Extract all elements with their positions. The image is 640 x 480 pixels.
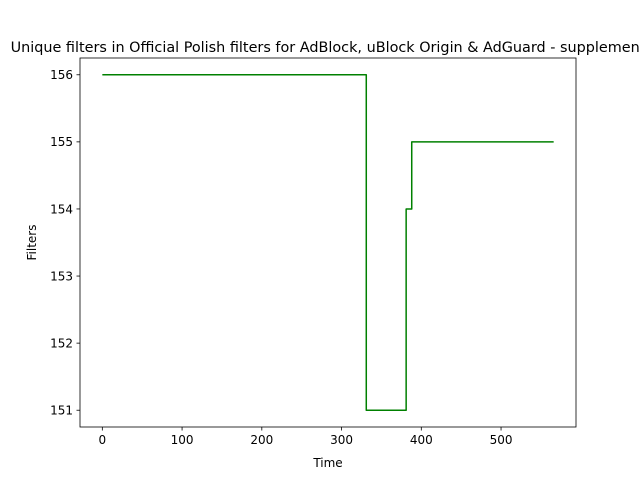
y-tick-label: 154	[50, 202, 73, 216]
x-tick-label: 100	[171, 433, 194, 447]
y-tick-label: 153	[50, 269, 73, 283]
y-axis-ticks: 151 152 153 154 155 156	[50, 68, 80, 418]
chart-title: Unique filters in Official Polish filter…	[11, 40, 640, 56]
series-layer	[102, 74, 554, 411]
x-axis-label: Time	[312, 456, 342, 470]
x-tick-label: 0	[99, 433, 107, 447]
axes-frame	[79, 57, 577, 428]
x-tick-label: 200	[250, 433, 273, 447]
y-tick-label: 151	[50, 404, 73, 418]
y-tick-label: 156	[50, 68, 73, 82]
series-line-0	[102, 74, 554, 411]
x-tick-label: 500	[490, 433, 513, 447]
x-axis-ticks: 0 100 200 300 400 500	[99, 427, 513, 447]
y-tick-label: 152	[50, 336, 73, 350]
y-tick-label: 155	[50, 135, 73, 149]
y-axis-label: Filters	[25, 225, 39, 261]
x-tick-label: 400	[410, 433, 433, 447]
x-tick-label: 300	[330, 433, 353, 447]
